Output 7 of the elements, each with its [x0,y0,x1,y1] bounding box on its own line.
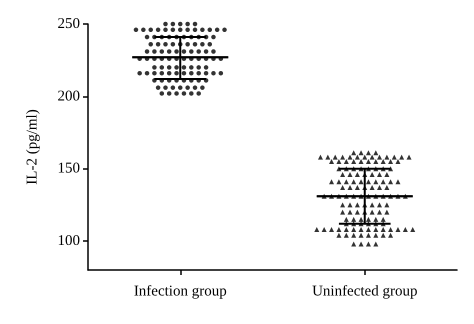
y-tick-label: 250 [58,16,80,32]
y-tick-label: 100 [58,233,80,250]
x-tick-label: Infection group [134,284,227,300]
y-tick-label: 200 [58,88,80,104]
x-tick-label: Uninfected group [312,284,418,300]
y-tick-label: 150 [58,160,80,177]
y-axis-title: IL-2 (pg/ml) [24,109,40,185]
